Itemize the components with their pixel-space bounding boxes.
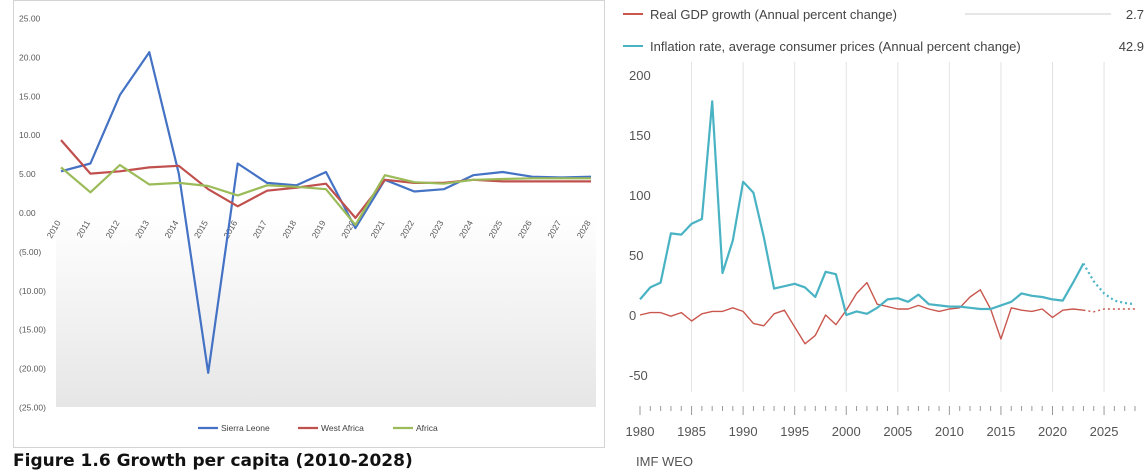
y-tick-label: 10.00 bbox=[19, 130, 41, 140]
growth-chart-svg: 25.00 20.00 15.00 10.00 5.00 0.00 (5.00) (10.00… bbox=[13, 0, 605, 448]
inflation-line bbox=[639, 100, 1085, 317]
y-tick-label: (20.00) bbox=[19, 364, 46, 374]
legend-latest-value-inflation: 42.9 bbox=[1119, 39, 1144, 54]
y-tick-label: 5.00 bbox=[19, 169, 36, 179]
series-line-africa bbox=[60, 163, 591, 226]
series-line-west-africa bbox=[60, 139, 591, 219]
legend-label-inflation: Inflation rate, average consumer prices … bbox=[650, 39, 1021, 54]
legend-label: West Africa bbox=[321, 423, 364, 433]
x-tick-label: 2025 bbox=[1090, 424, 1119, 439]
figure-caption: Figure 1.6 Growth per capita (2010-2028) bbox=[13, 451, 413, 471]
legend-label: Africa bbox=[416, 423, 438, 433]
y-tick-label: 200 bbox=[629, 68, 651, 83]
x-tick-label: 1980 bbox=[626, 424, 655, 439]
y-tick-label: (25.00) bbox=[19, 403, 46, 413]
series-line-sierra-leone bbox=[60, 51, 592, 374]
y-tick-label: 150 bbox=[629, 128, 651, 143]
x-tick-label: 2015 bbox=[986, 424, 1015, 439]
y-tick-label: 15.00 bbox=[19, 91, 41, 101]
y-tick-label: 100 bbox=[629, 188, 651, 203]
y-tick-label: -50 bbox=[629, 368, 648, 383]
inflation-projection-line bbox=[1082, 262, 1136, 306]
legend-label-gdp-growth: Real GDP growth (Annual percent change) bbox=[650, 7, 897, 22]
gdp-inflation-chart: 200 150 100 50 0 -50 1980 1985 1990 1995 2000 2005 2… bbox=[620, 0, 1147, 476]
legend-label: Sierra Leone bbox=[221, 423, 270, 433]
x-tick-label: 1990 bbox=[729, 424, 758, 439]
growth-per-capita-chart: 25.00 20.00 15.00 10.00 5.00 0.00 (5.00) (10.00… bbox=[13, 0, 605, 448]
y-tick-label: (10.00) bbox=[19, 286, 46, 296]
x-tick-label: 2000 bbox=[832, 424, 861, 439]
gdp-inflation-chart-svg: 200 150 100 50 0 -50 1980 1985 1990 1995 2000 2005 2… bbox=[623, 7, 1144, 439]
x-tick-label: 2020 bbox=[1038, 424, 1067, 439]
x-tick-label: 2010 bbox=[935, 424, 964, 439]
x-tick-label: 1995 bbox=[780, 424, 809, 439]
x-tick-label: 1985 bbox=[677, 424, 706, 439]
y-tick-label: 0 bbox=[629, 308, 636, 323]
gdp-growth-line bbox=[639, 281, 1084, 345]
x-tick-label: 2005 bbox=[883, 424, 912, 439]
legend-latest-value-gdp-growth: 2.7 bbox=[1126, 7, 1144, 22]
y-tick-label: 50 bbox=[629, 248, 643, 263]
y-tick-label: 0.00 bbox=[19, 208, 36, 218]
negative-region-shade bbox=[56, 212, 596, 407]
gdp-growth-projection-line bbox=[1083, 308, 1135, 313]
y-tick-label: 25.00 bbox=[19, 14, 41, 24]
y-tick-label: (15.00) bbox=[19, 325, 46, 335]
source-label: IMF WEO bbox=[636, 454, 694, 469]
y-tick-label: 20.00 bbox=[19, 52, 41, 62]
y-tick-label: (5.00) bbox=[19, 247, 41, 257]
